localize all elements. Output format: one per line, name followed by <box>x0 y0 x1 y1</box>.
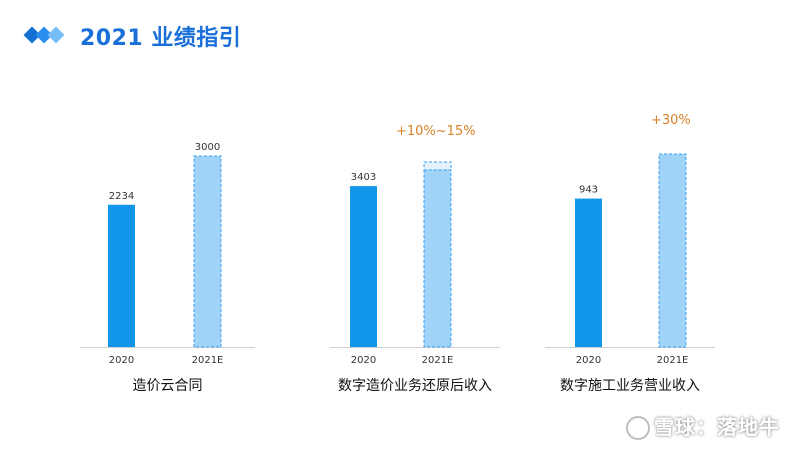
x-tick-label: 2020 <box>109 355 134 366</box>
chart-caption: 数字施工业务营业收入 <box>560 378 700 394</box>
bar-actual <box>575 198 602 347</box>
watermark: 雪球：落地牛 <box>626 411 780 440</box>
bar-value-label: 3000 <box>195 142 220 153</box>
page-title: 2021 业绩指引 <box>80 26 242 51</box>
bar-value-label: 3403 <box>351 172 376 183</box>
x-tick-label: 2020 <box>351 355 376 366</box>
bar-estimate <box>193 155 222 348</box>
snowball-logo-icon <box>626 416 650 440</box>
x-tick-label: 2021E <box>657 355 689 366</box>
watermark-text: 雪球：落地牛 <box>654 414 780 439</box>
growth-annotation: +30% <box>651 113 691 128</box>
bar-range-extension <box>423 161 452 171</box>
growth-annotation: +10%~15% <box>396 124 476 139</box>
page-header: 2021 业绩指引 <box>23 18 242 54</box>
x-tick-label: 2021E <box>192 355 224 366</box>
chart-caption: 造价云合同 <box>133 378 203 394</box>
chart-caption: 数字造价业务还原后收入 <box>338 378 492 394</box>
bar-value-label: 943 <box>579 185 598 196</box>
bar-estimate <box>658 153 687 348</box>
bar-actual <box>108 204 135 347</box>
x-tick-label: 2021E <box>422 355 454 366</box>
bar-estimate <box>423 169 452 348</box>
x-tick-label: 2020 <box>576 355 601 366</box>
bar-value-label: 2234 <box>109 191 134 202</box>
bar-actual <box>350 186 377 347</box>
